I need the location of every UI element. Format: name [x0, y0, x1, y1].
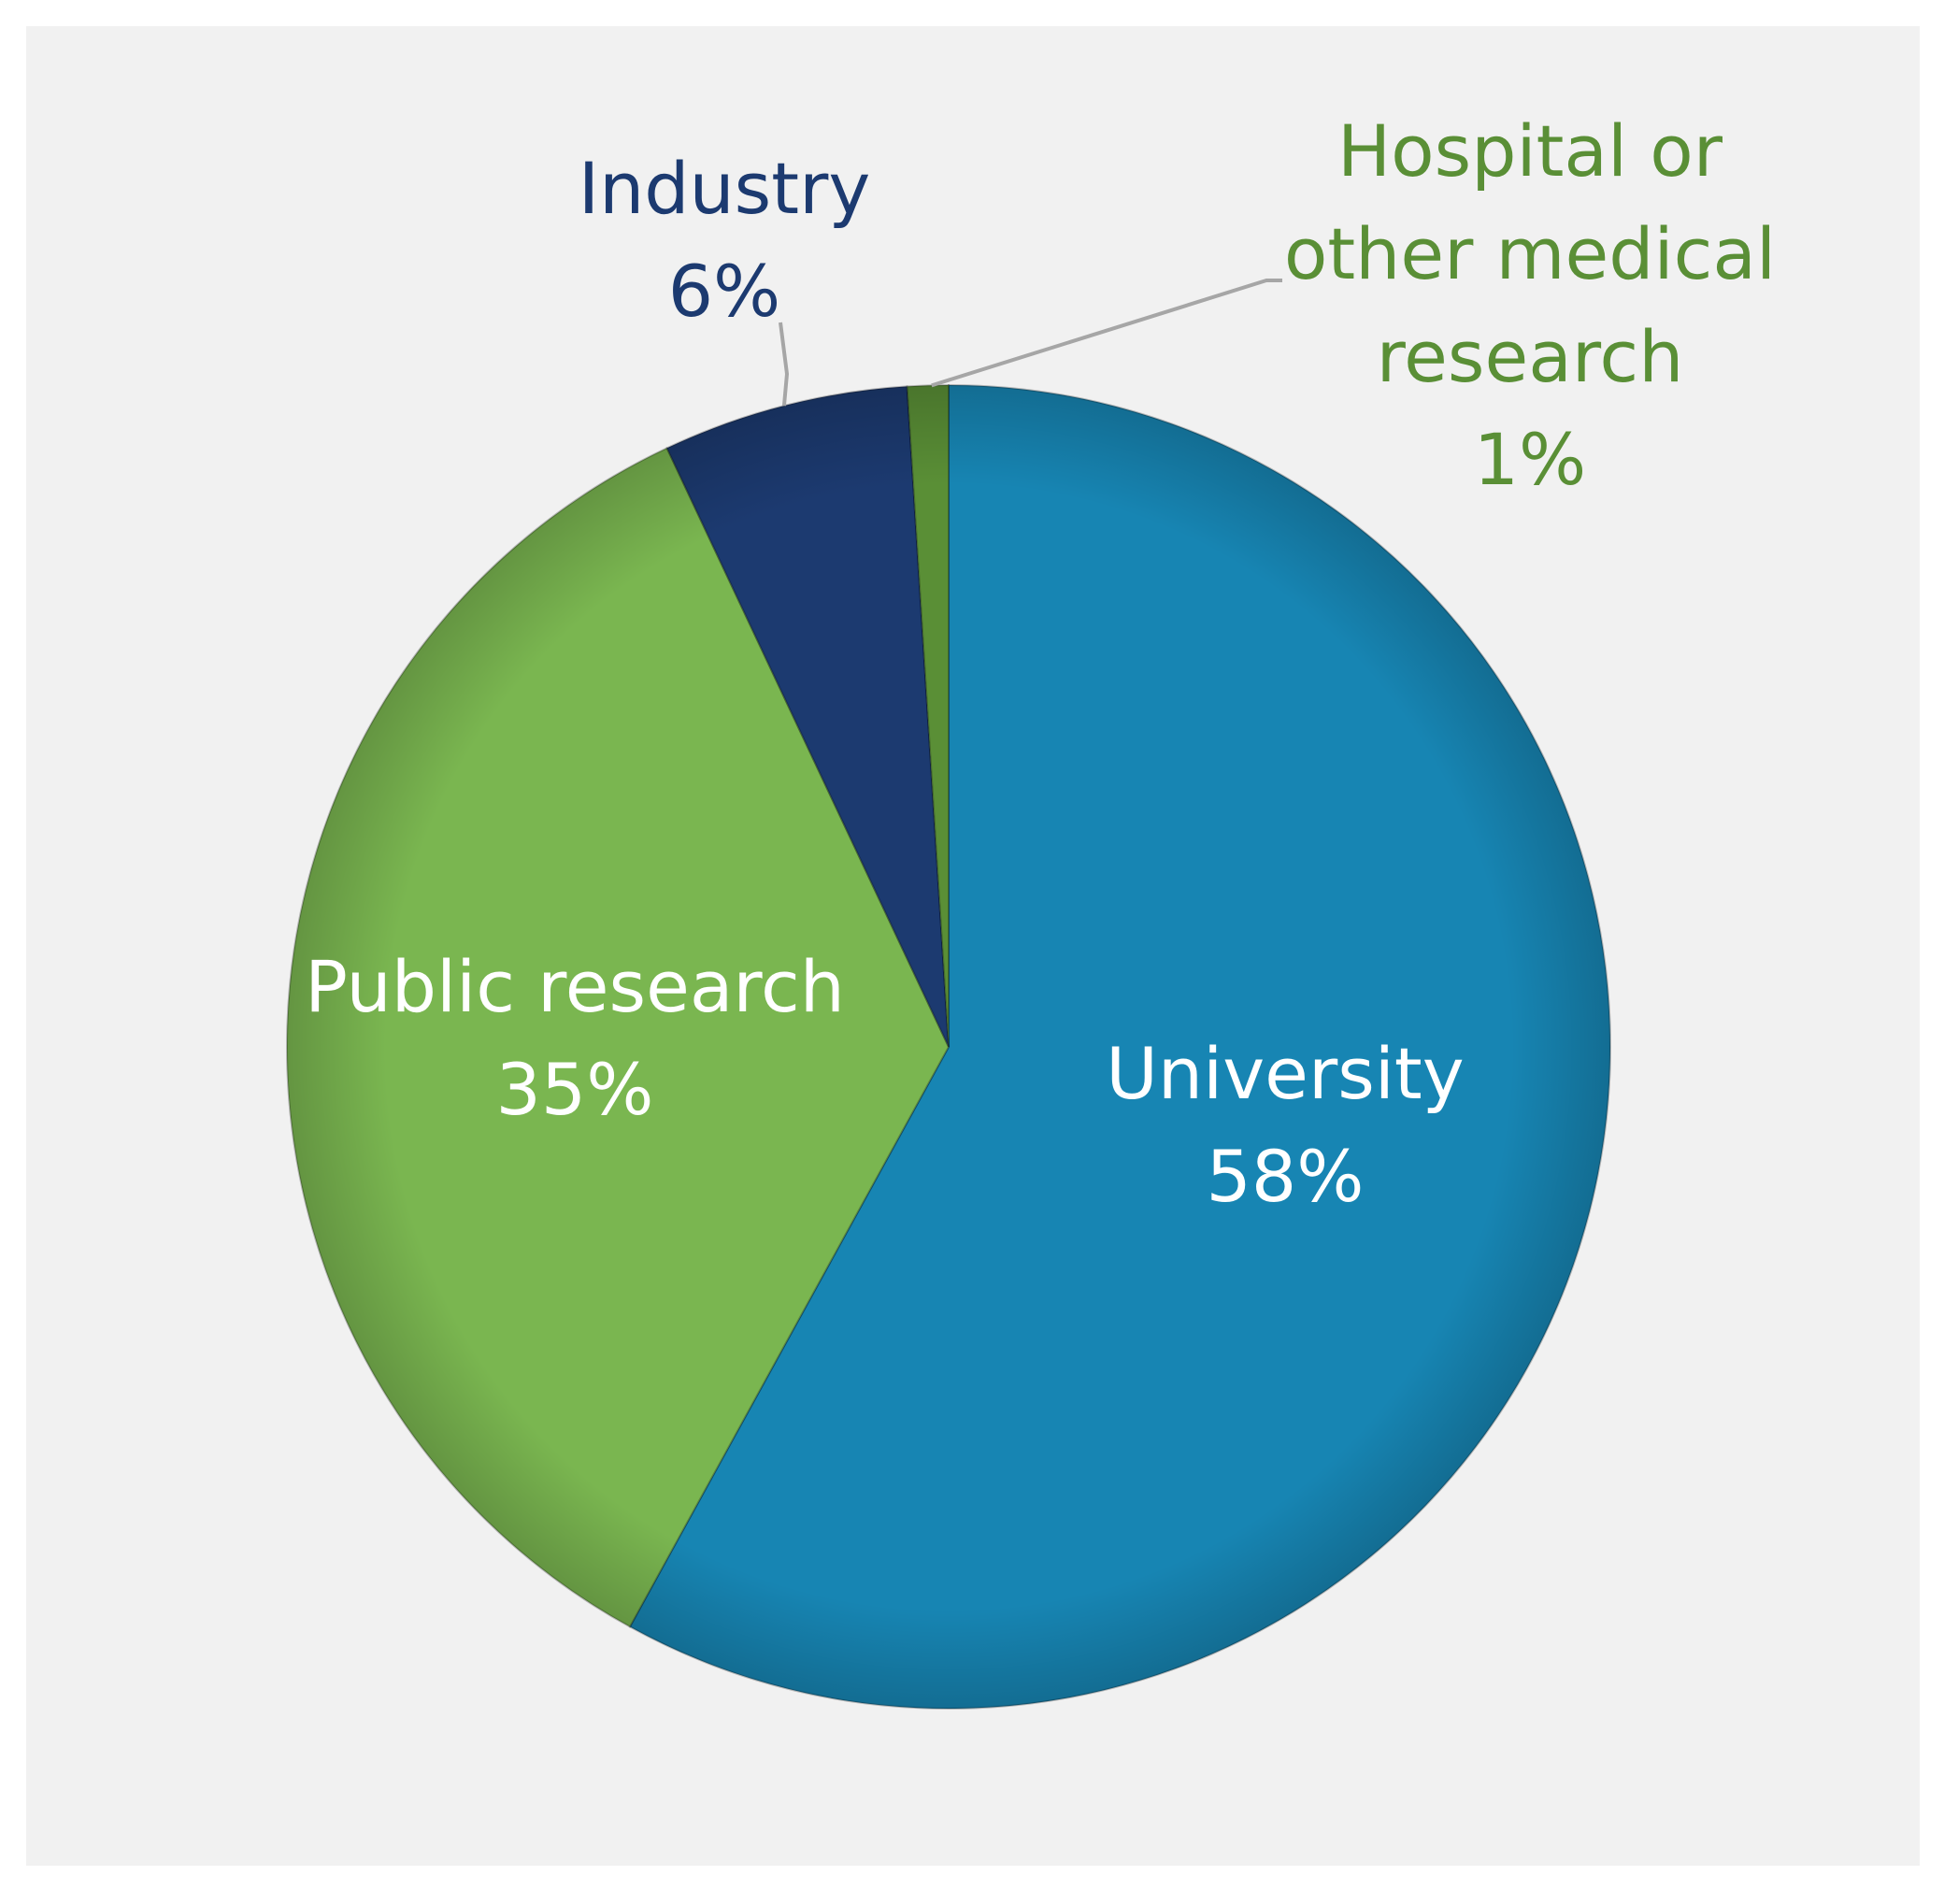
data-label-university-value: 58%	[1207, 1135, 1365, 1218]
leader-line-industry	[779, 322, 790, 407]
pie-rim-shading	[287, 385, 1610, 1709]
data-label-hospital-line-2: other medical	[1284, 212, 1776, 295]
data-label-hospital-line-3: research	[1377, 315, 1684, 398]
slices-layer	[286, 383, 1611, 1710]
data-label-public-research-value: 35%	[496, 1048, 654, 1131]
labels-layer: University 58% Public research 35% Indus…	[305, 109, 1776, 1218]
data-label-hospital-value: 1%	[1474, 418, 1587, 501]
data-label-hospital-line-1: Hospital or	[1337, 109, 1723, 193]
data-label-industry-value: 6%	[668, 250, 781, 333]
data-label-university-name: University	[1106, 1032, 1464, 1115]
leader-lines-layer	[779, 279, 1282, 407]
leader-line-hospital	[931, 279, 1282, 388]
data-label-public-research-name: Public research	[305, 945, 845, 1028]
data-label-industry-name: Industry	[579, 147, 871, 230]
